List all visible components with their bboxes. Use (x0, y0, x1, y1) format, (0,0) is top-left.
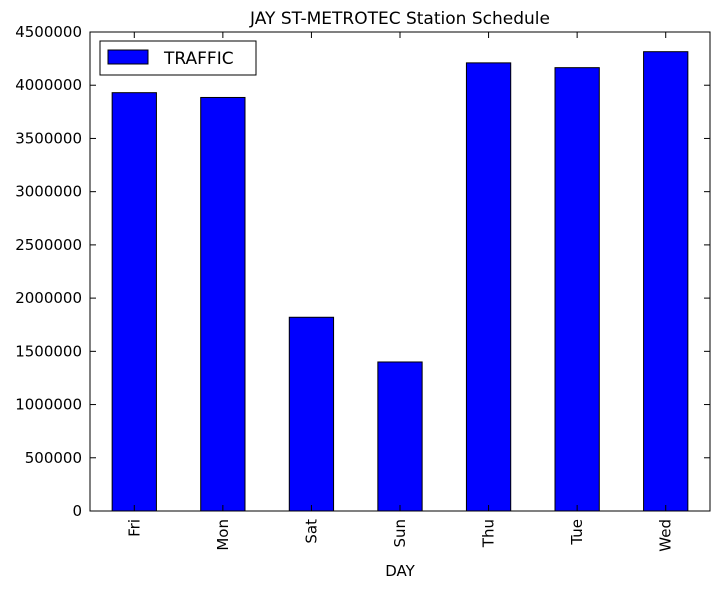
y-tick-label: 4000000 (15, 76, 82, 94)
bar-sun (377, 361, 423, 512)
bar-sat (288, 316, 335, 512)
y-axis: 0 500000 1000000 1500000 2000000 2500000 30000… (15, 23, 710, 520)
y-tick-label: 1500000 (15, 342, 82, 360)
y-tick-label: 2500000 (15, 236, 82, 254)
chart-title: JAY ST-METROTEC Station Schedule (249, 9, 550, 29)
bar-mon (200, 96, 246, 512)
y-tick-label: 3000000 (15, 183, 82, 201)
x-tick-label-sat: Sat (302, 519, 320, 544)
bar-fri (111, 92, 157, 512)
y-tick-label: 3500000 (15, 129, 82, 147)
legend-label-traffic: TRAFFIC (163, 49, 234, 69)
y-tick-label: 500000 (25, 449, 82, 467)
bar-thu (465, 62, 512, 512)
bar-tue (554, 67, 600, 512)
x-tick-label-tue: Tue (568, 519, 586, 546)
bars-group (111, 51, 689, 512)
x-tick-label-sun: Sun (391, 519, 409, 548)
x-tick-label-fri: Fri (125, 519, 143, 537)
x-axis: Fri Mon Sat Sun Thu Tue Wed (125, 32, 675, 552)
y-tick-label: 4500000 (15, 23, 82, 41)
x-tick-label-thu: Thu (480, 519, 498, 548)
y-tick-label: 1000000 (15, 396, 82, 414)
bar-wed (643, 51, 689, 512)
x-axis-label: DAY (385, 562, 415, 580)
y-tick-label: 0 (72, 502, 82, 520)
x-tick-label-wed: Wed (657, 519, 675, 552)
y-tick-label: 2000000 (15, 289, 82, 307)
x-tick-label-mon: Mon (214, 519, 232, 551)
legend: TRAFFIC (99, 40, 257, 76)
legend-swatch (107, 49, 149, 65)
